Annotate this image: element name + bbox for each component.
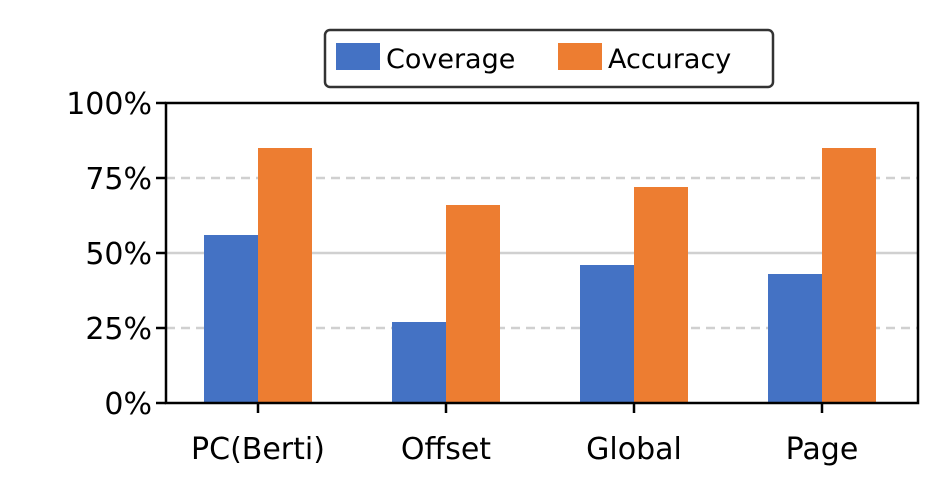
- legend-swatch-accuracy: [558, 43, 602, 70]
- ytick-label-50: 50%: [85, 237, 152, 272]
- ytick-label-0: 0%: [104, 387, 152, 422]
- bars: [204, 148, 876, 403]
- legend-label-coverage: Coverage: [386, 44, 515, 75]
- x-axis: PC(Berti) Offset Global Page: [191, 403, 858, 467]
- legend-swatch-coverage: [336, 43, 380, 70]
- bar-coverage-2: [580, 265, 634, 403]
- legend: Coverage Accuracy: [323, 28, 775, 89]
- xtick-label-3: Page: [786, 432, 859, 467]
- bar-accuracy-2: [634, 187, 688, 403]
- legend-label-accuracy: Accuracy: [608, 44, 731, 75]
- bar-coverage-1: [392, 322, 446, 403]
- xtick-label-2: Global: [586, 432, 682, 467]
- ytick-label-75: 75%: [85, 162, 152, 197]
- bar-accuracy-0: [258, 148, 312, 403]
- bar-coverage-0: [204, 235, 258, 403]
- bar-accuracy-1: [446, 205, 500, 403]
- xtick-label-0: PC(Berti): [191, 432, 325, 467]
- legend-frame: [323, 28, 775, 89]
- bar-coverage-3: [768, 274, 822, 403]
- ytick-label-25: 25%: [85, 312, 152, 347]
- y-axis: 0% 25% 50% 75% 100%: [66, 87, 166, 422]
- ytick-label-100: 100%: [66, 87, 152, 122]
- bar-accuracy-3: [822, 148, 876, 403]
- xtick-label-1: Offset: [401, 432, 491, 467]
